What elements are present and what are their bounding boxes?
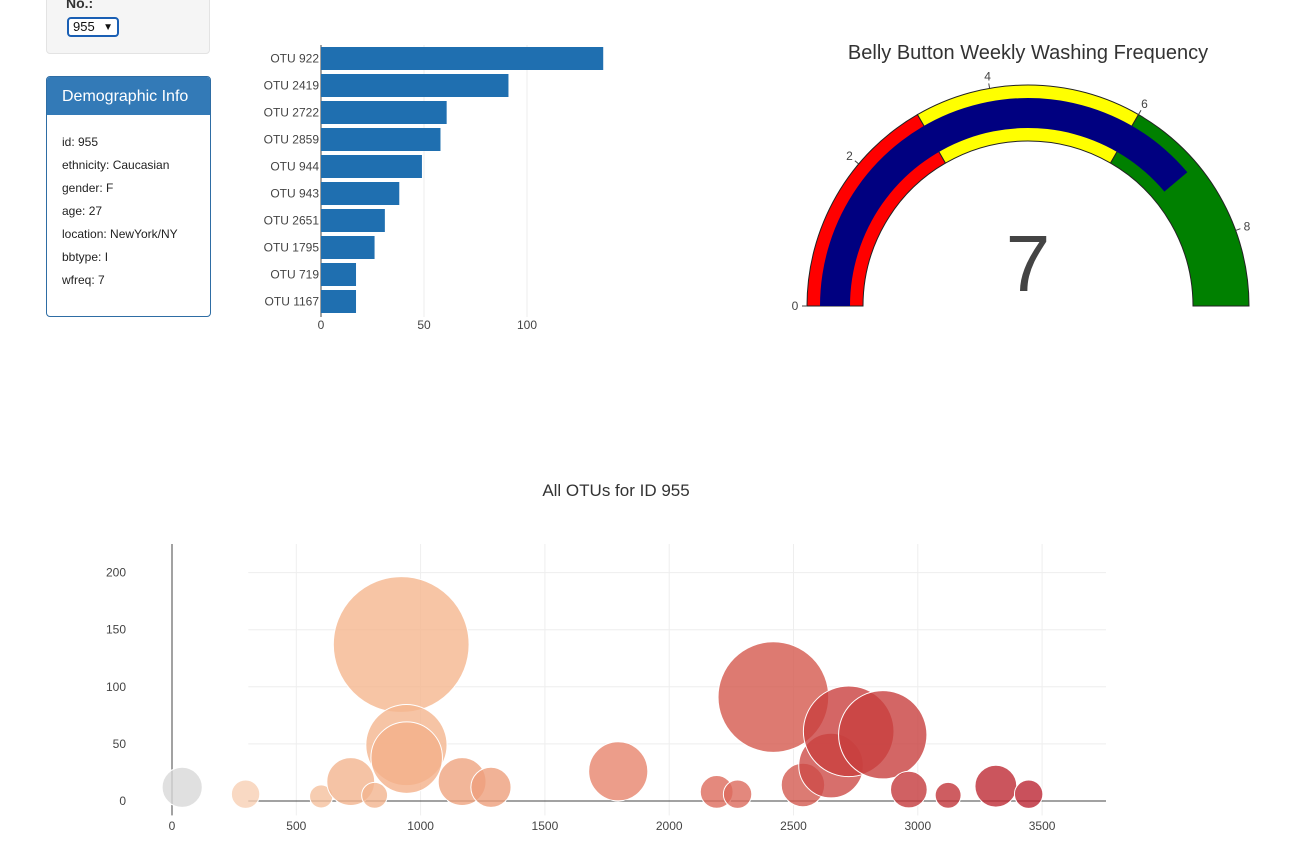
demographic-info-title: Demographic Info [47, 77, 210, 115]
bar [321, 74, 509, 97]
demographic-location: location: NewYork/NY [62, 227, 178, 241]
bubble-marker [722, 779, 753, 809]
bubble-marker [361, 781, 389, 809]
subject-id-select[interactable]: 955 ▼ [67, 17, 119, 37]
bar [321, 290, 357, 313]
bubble-x-tick-label: 3500 [1029, 819, 1056, 833]
demographic-wfreq: wfreq: 7 [62, 273, 105, 287]
gauge-tick-label: 4 [984, 70, 991, 84]
bar [321, 263, 357, 286]
subject-selector-label: No.: [66, 0, 94, 11]
bubble-x-tick-label: 1500 [532, 819, 559, 833]
bubble-y-tick-label: 200 [106, 566, 126, 580]
gauge-tick-label: 6 [1141, 97, 1148, 111]
bubble-x-tick-label: 2500 [780, 819, 807, 833]
bubble-marker [1013, 779, 1044, 809]
bubble-marker [974, 764, 1018, 808]
bar-category-label: OTU 2651 [264, 214, 320, 228]
bar-category-label: OTU 922 [270, 52, 319, 66]
gauge-tick [1138, 110, 1142, 115]
bubble-x-tick-label: 1000 [407, 819, 434, 833]
bubble-marker [470, 766, 512, 808]
bubble-x-tick-label: 2000 [656, 819, 683, 833]
demographic-bbtype: bbtype: I [62, 250, 109, 264]
bubble-marker [370, 721, 443, 794]
bubble-y-tick-label: 50 [113, 737, 127, 751]
bubble-marker [230, 779, 261, 809]
bubble-marker [332, 576, 470, 713]
demographic-gender: gender: F [62, 181, 114, 195]
bar [321, 155, 422, 178]
gauge-tick-label: 8 [1244, 219, 1251, 233]
bubble-marker [838, 690, 928, 780]
bubble-x-tick-label: 500 [286, 819, 306, 833]
gauge-tick-label: 2 [846, 149, 853, 163]
bubble-marker [934, 781, 962, 809]
bar-x-tick-label: 0 [318, 318, 325, 332]
chevron-down-icon: ▼ [103, 22, 113, 33]
bar-x-tick-label: 100 [517, 318, 537, 332]
gauge-tick [854, 160, 860, 165]
bubble-x-tick-label: 0 [169, 819, 176, 833]
bubble-marker [890, 770, 928, 809]
bubble-y-tick-label: 100 [106, 680, 126, 694]
bar-category-label: OTU 2859 [264, 133, 320, 147]
bar-category-label: OTU 719 [270, 268, 319, 282]
subject-id-selected: 955 [73, 19, 95, 34]
bubble-y-tick-label: 0 [119, 794, 126, 808]
bar [321, 209, 385, 232]
demographic-age: age: 27 [62, 204, 103, 218]
bar [321, 182, 400, 205]
bubble-x-tick-label: 3000 [904, 819, 931, 833]
bar [321, 47, 604, 70]
bubble-title: All OTUs for ID 955 [542, 481, 689, 500]
top-otu-bar-chart[interactable]: OTU 922 OTU 2419 OTU 2722 OTU 2859 OTU 944 OT… [0, 0, 720, 345]
bar-category-label: OTU 944 [270, 160, 319, 174]
wash-frequency-gauge: Belly Button Weekly Washing Frequency 0 2 4… [792, 42, 1251, 313]
gauge-tick [988, 83, 991, 89]
bubble-y-tick-label: 150 [106, 623, 126, 637]
demographic-info-body: id: 955 ethnicity: Caucasian gender: F a… [47, 115, 210, 296]
demographic-ethnicity: ethnicity: Caucasian [62, 158, 170, 172]
bar [321, 128, 441, 151]
bar [321, 236, 375, 259]
gauge-title: Belly Button Weekly Washing Frequency [848, 42, 1208, 64]
subject-selector-well: No.: 955 ▼ [46, 0, 210, 54]
gauge-tick-label: 0 [792, 299, 799, 313]
bar-category-label: OTU 943 [270, 187, 319, 201]
bar-category-label: OTU 2722 [264, 106, 320, 120]
bar [321, 101, 447, 124]
bar-category-label: OTU 1795 [264, 241, 320, 255]
demographic-id: id: 955 [62, 135, 99, 149]
gauge-value-bar [820, 97, 1188, 306]
bubble-marker [588, 741, 649, 802]
demographic-info-panel: Demographic Info id: 955 ethnicity: Cauc… [46, 76, 211, 317]
bar-category-label: OTU 1167 [265, 295, 320, 309]
bar-category-label: OTU 2419 [264, 79, 320, 93]
bubble-marker [161, 766, 203, 808]
gauge-tick [1235, 228, 1241, 231]
gauge-value-label: 7 [1006, 219, 1051, 308]
bar-x-tick-label: 50 [417, 318, 431, 332]
